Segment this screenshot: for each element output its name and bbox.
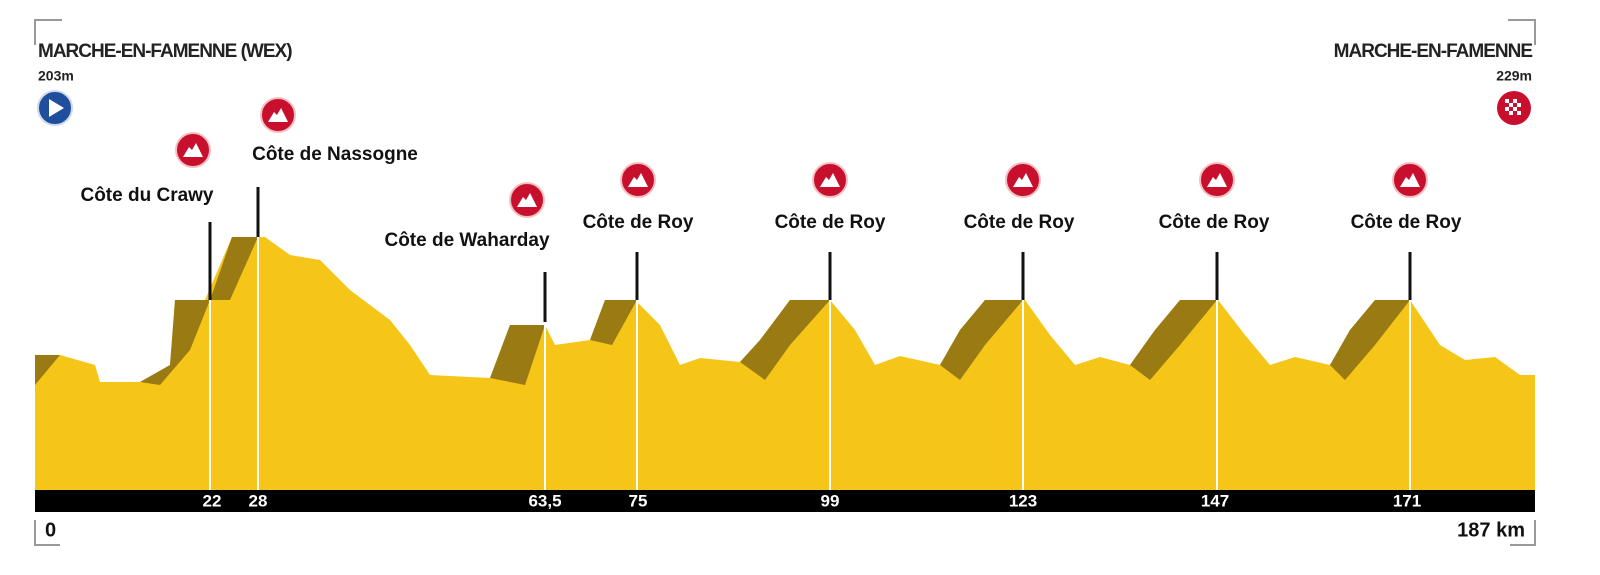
km-bar: [35, 490, 1535, 512]
climb-name: Côte de Roy: [1159, 212, 1270, 233]
km-label: 75: [629, 491, 648, 510]
icon-mountain: [517, 193, 537, 207]
climb-icon: [1005, 162, 1041, 198]
climb-name: Côte de Roy: [1351, 212, 1462, 233]
km-label: 171: [1393, 491, 1421, 510]
icon-mountain: [820, 173, 840, 187]
icon-mountain: [183, 143, 203, 157]
climb-icon: [1392, 162, 1428, 198]
finish-elevation: 229m: [1496, 68, 1532, 84]
climb-icon: [812, 162, 848, 198]
climb-name: Côte de Waharday: [384, 230, 549, 251]
climb-name: Côte du Crawy: [80, 185, 213, 206]
profile-fill: [35, 237, 1535, 490]
km-label: 63,5: [528, 491, 561, 510]
icon-mountain: [1207, 173, 1227, 187]
climb-name: Côte de Roy: [583, 212, 694, 233]
km-label: 99: [821, 491, 840, 510]
start-elevation: 203m: [38, 68, 74, 84]
icon-mountain: [1400, 173, 1420, 187]
icon-mountain: [268, 108, 288, 122]
km-label: 28: [249, 491, 268, 510]
climb-icon: [620, 162, 656, 198]
climb-name: Côte de Roy: [964, 212, 1075, 233]
finish-name: MARCHE-EN-FAMENNE: [1334, 41, 1533, 62]
icon-mountain: [1013, 173, 1033, 187]
climb-name: Côte de Nassogne: [252, 144, 418, 165]
climb-icon: [175, 132, 211, 168]
distance-start: 0: [45, 519, 56, 541]
km-label: 147: [1201, 491, 1229, 510]
start-name: MARCHE-EN-FAMENNE (WEX): [38, 41, 292, 62]
icon-mountain: [628, 173, 648, 187]
climb-icon: [1199, 162, 1235, 198]
finish-icon: [1497, 91, 1531, 125]
distance-end: 187 km: [1457, 519, 1525, 541]
climb-icon: [509, 182, 545, 218]
climb-name: Côte de Roy: [775, 212, 886, 233]
km-label: 123: [1009, 491, 1037, 510]
km-label: 22: [203, 491, 222, 510]
profile-shadow: [35, 237, 1410, 385]
frame: [34, 19, 1536, 546]
start-icon: [37, 90, 73, 126]
climb-icon: [260, 97, 296, 133]
